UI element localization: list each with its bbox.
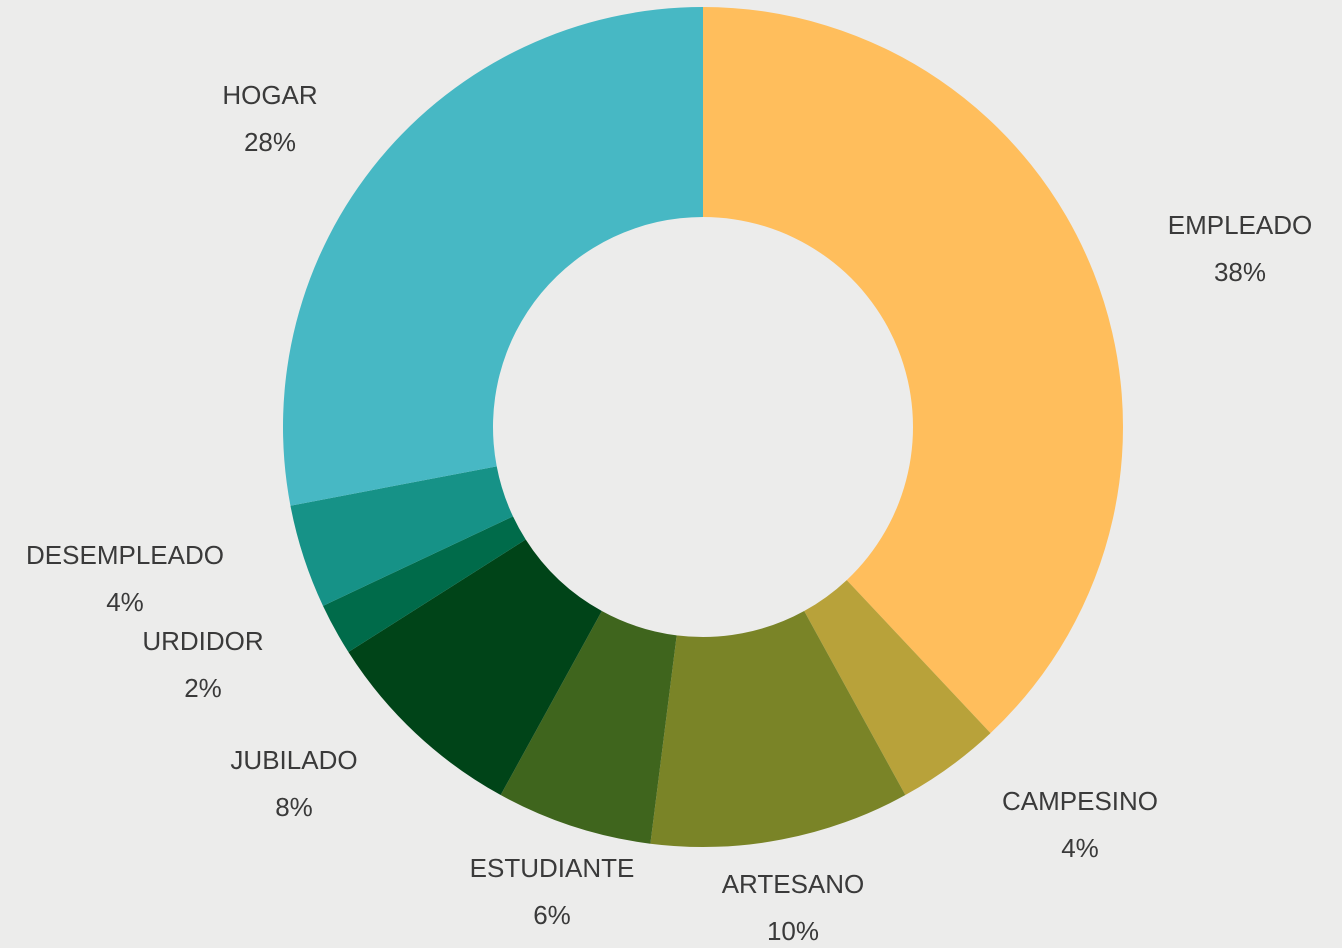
slice-value-label: 8% (275, 792, 313, 822)
slice-label: URDIDOR (142, 626, 263, 656)
slice-label: EMPLEADO (1168, 210, 1313, 240)
donut-slice (804, 580, 991, 796)
slice-label: HOGAR (222, 80, 317, 110)
slice-value-label: 28% (244, 127, 296, 157)
donut-slice (283, 7, 703, 506)
slice-label: ESTUDIANTE (470, 853, 635, 883)
donut-slice (703, 7, 1123, 734)
donut-slice (290, 466, 513, 606)
donut-slice (650, 611, 906, 847)
donut-slice (348, 539, 602, 796)
slice-value-label: 10% (767, 916, 819, 946)
slice-label: ARTESANO (722, 869, 865, 899)
donut-slice (322, 516, 526, 653)
slice-label: CAMPESINO (1002, 786, 1158, 816)
slice-label: DESEMPLEADO (26, 540, 224, 570)
slice-value-label: 4% (106, 587, 144, 617)
slice-label: JUBILADO (230, 745, 357, 775)
slice-value-label: 4% (1061, 833, 1099, 863)
slice-value-label: 38% (1214, 257, 1266, 287)
slice-value-label: 2% (184, 673, 222, 703)
donut-slice (500, 611, 677, 844)
slice-value-label: 6% (533, 900, 571, 930)
